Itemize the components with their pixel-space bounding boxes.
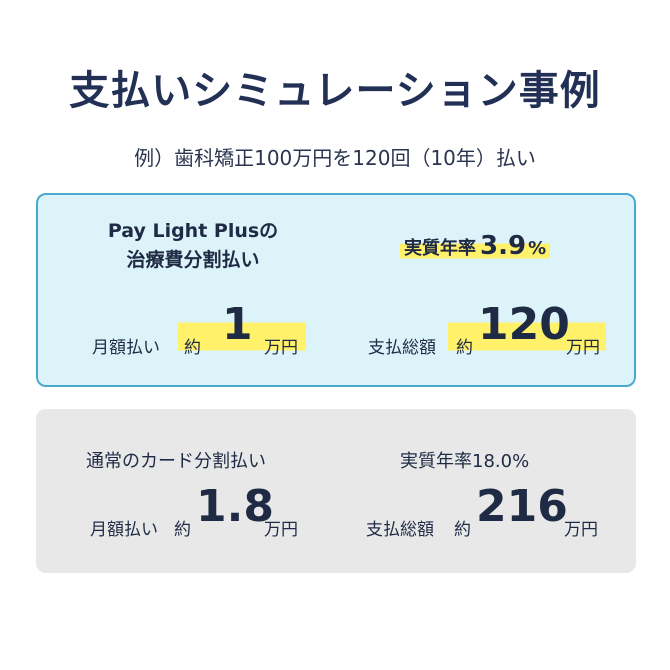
normal-monthly-approx: 約 [174,520,191,540]
normal-monthly-value: 1.8 [196,481,274,532]
plus-rate: 実質年率 3.9% [400,231,551,261]
plus-rate-unit: % [528,238,547,259]
plus-monthly-unit: 万円 [264,338,298,358]
normal-plan-name: 通常のカード分割払い [86,451,266,472]
normal-card-installment-card: 通常のカード分割払い 実質年率18.0% 月額払い 約 1.8 万円 支払総額 … [36,409,636,573]
plus-rate-label: 実質年率 [404,238,476,259]
plus-monthly-highlight [178,299,306,355]
paylight-plus-card: Pay Light Plusの 治療費分割払い 実質年率 3.9% 月額払い 約 … [36,193,636,387]
normal-total-label: 支払総額 [366,520,434,540]
normal-total-unit: 万円 [564,520,598,540]
normal-rate: 実質年率18.0% [400,451,530,472]
plus-total-highlight [448,299,606,355]
plus-total-approx: 約 [456,338,473,358]
normal-total-approx: 約 [454,520,471,540]
plus-monthly-approx: 約 [184,338,201,358]
plus-total-value: 120 [478,299,570,350]
plus-plan-name: Pay Light Plusの 治療費分割払い [88,217,298,275]
plus-plan-name-line1: Pay Light Plusの [107,220,279,242]
plus-total-unit: 万円 [566,338,600,358]
page-title: 支払いシミュレーション事例 [69,68,601,114]
plus-total-label: 支払総額 [368,338,436,358]
plus-monthly-value: 1 [222,299,253,350]
normal-total-value: 216 [476,481,568,532]
example-subtitle: 例）歯科矯正100万円を120回（10年）払い [134,146,536,170]
plus-monthly-label: 月額払い [92,338,160,358]
normal-monthly-unit: 万円 [264,520,298,540]
normal-monthly-label: 月額払い [90,520,158,540]
plus-rate-value: 3.9 [480,231,527,261]
plus-plan-name-line2: 治療費分割払い [126,249,260,271]
